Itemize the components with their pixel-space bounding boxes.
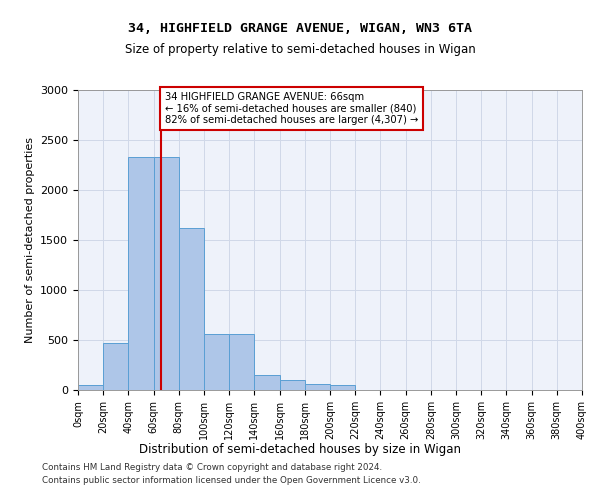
Bar: [128, 157, 154, 390]
Bar: [179, 228, 204, 390]
Text: 34 HIGHFIELD GRANGE AVENUE: 66sqm
← 16% of semi-detached houses are smaller (840: 34 HIGHFIELD GRANGE AVENUE: 66sqm ← 16% …: [165, 92, 418, 125]
Bar: [103, 343, 128, 390]
Bar: [330, 385, 355, 390]
Bar: [78, 385, 103, 390]
Bar: [254, 375, 280, 390]
Bar: [204, 334, 229, 390]
Bar: [305, 384, 330, 390]
Text: Contains public sector information licensed under the Open Government Licence v3: Contains public sector information licen…: [42, 476, 421, 485]
Text: Size of property relative to semi-detached houses in Wigan: Size of property relative to semi-detach…: [125, 42, 475, 56]
Bar: [229, 334, 254, 390]
Text: Distribution of semi-detached houses by size in Wigan: Distribution of semi-detached houses by …: [139, 442, 461, 456]
Text: Contains HM Land Registry data © Crown copyright and database right 2024.: Contains HM Land Registry data © Crown c…: [42, 464, 382, 472]
Text: 34, HIGHFIELD GRANGE AVENUE, WIGAN, WN3 6TA: 34, HIGHFIELD GRANGE AVENUE, WIGAN, WN3 …: [128, 22, 472, 36]
Y-axis label: Number of semi-detached properties: Number of semi-detached properties: [25, 137, 35, 343]
Bar: [154, 157, 179, 390]
Bar: [280, 380, 305, 390]
